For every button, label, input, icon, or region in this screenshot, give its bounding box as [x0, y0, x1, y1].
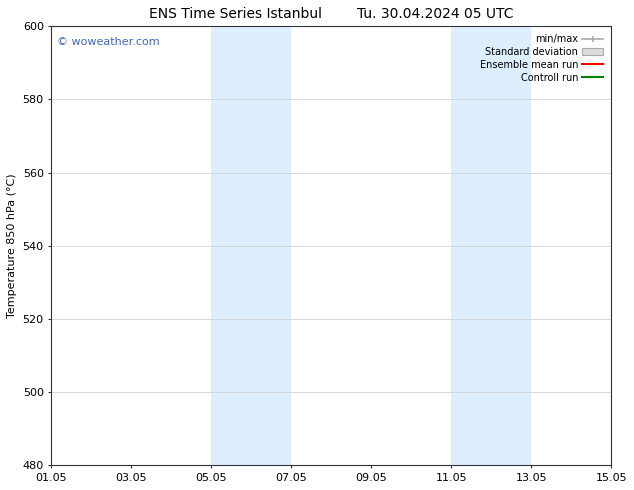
Bar [451, 26, 531, 465]
Legend: min/max, Standard deviation, Ensemble mean run, Controll run: min/max, Standard deviation, Ensemble me… [477, 31, 606, 86]
Text: © woweather.com: © woweather.com [57, 37, 160, 47]
Bar [211, 26, 292, 465]
Y-axis label: Temperature 850 hPa (°C): Temperature 850 hPa (°C) [7, 173, 17, 318]
Title: ENS Time Series Istanbul        Tu. 30.04.2024 05 UTC: ENS Time Series Istanbul Tu. 30.04.2024 … [149, 7, 514, 21]
